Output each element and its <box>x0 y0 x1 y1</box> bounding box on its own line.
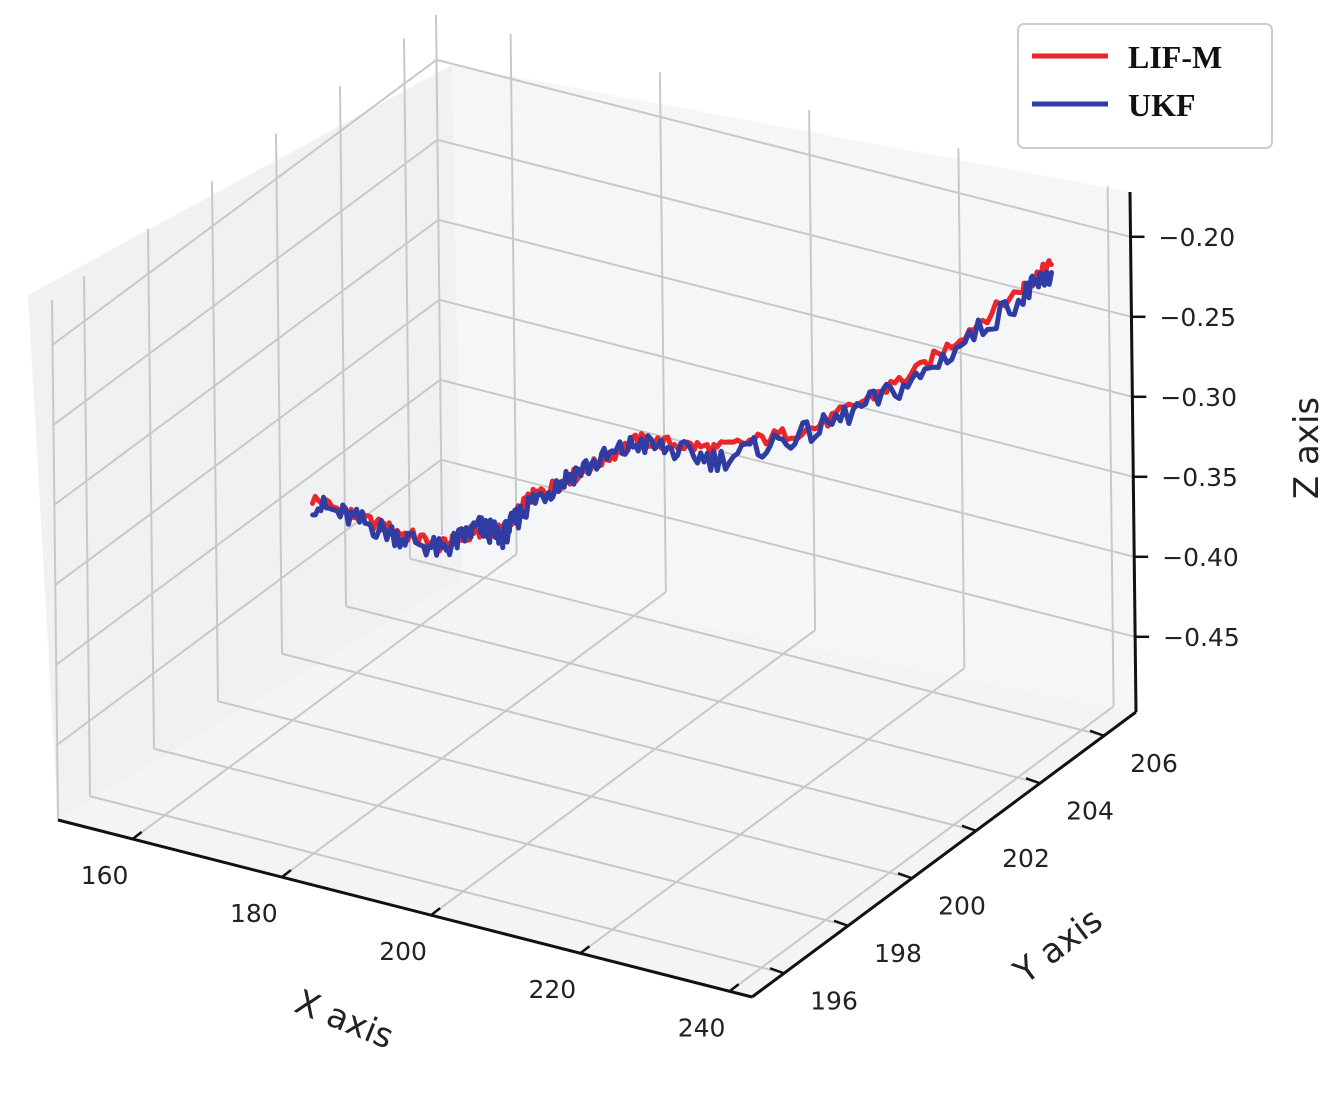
axes: 160 180 200 220 240 196 198 200 202 204 206 −0.20 −0… <box>57 191 1240 1042</box>
legend-label-lif-m: LIF-M <box>1128 39 1222 75</box>
x-tick-label: 220 <box>529 975 577 1004</box>
y-tick-label: 204 <box>1066 796 1114 825</box>
z-grid-left <box>54 298 440 586</box>
x-grid-back <box>658 72 667 593</box>
z-grid-left <box>52 138 439 426</box>
z-tick-label: −0.35 <box>1161 463 1238 492</box>
x-grid-back <box>808 110 817 631</box>
back-pane <box>452 65 1136 712</box>
y-grid-floor <box>281 652 977 832</box>
z-axis-title: Z axis <box>1287 397 1327 499</box>
z-grid-back <box>438 218 1133 398</box>
z-grid-back <box>439 378 1135 558</box>
z-grid-left <box>53 218 439 506</box>
y-tick <box>833 919 849 927</box>
series-line-ukf <box>310 269 1054 558</box>
y-grid-floor <box>89 795 785 975</box>
z-tick-label: −0.25 <box>1159 303 1236 332</box>
x-grid-floor <box>729 705 1115 993</box>
x-tick-label: 160 <box>81 861 129 890</box>
x-tick <box>281 869 292 879</box>
x-tick <box>728 983 740 993</box>
z-grid-back <box>437 138 1132 318</box>
y-grid-floor <box>409 557 1105 737</box>
x-grid-back <box>1106 186 1115 707</box>
x-tick <box>579 945 591 955</box>
y-tick-label: 206 <box>1130 749 1178 778</box>
y-grid-floor <box>153 747 849 927</box>
x-axis-title: X axis <box>289 982 399 1057</box>
legend-label-ukf: UKF <box>1128 87 1196 123</box>
series-lines <box>310 258 1054 558</box>
y-axis-line <box>751 710 1137 999</box>
y-grid-floor <box>217 700 913 880</box>
y-tick <box>769 967 785 975</box>
y-grid-left <box>147 228 155 749</box>
y-tick-label: 198 <box>874 939 922 968</box>
y-grid-left <box>339 86 347 607</box>
x-grid-floor <box>579 667 965 955</box>
y-grid-left <box>83 276 91 797</box>
z-grid-left <box>55 378 441 666</box>
z-tick-label: −0.30 <box>1160 383 1237 412</box>
x-grid-back <box>957 148 966 669</box>
y-grid-floor <box>345 605 1041 785</box>
y-tick-label: 196 <box>810 986 858 1015</box>
legend: LIF-M UKF <box>1017 23 1273 149</box>
z-axis-line <box>1128 191 1138 713</box>
x-grid-floor <box>430 629 816 916</box>
z-tick-label: −0.40 <box>1162 543 1239 572</box>
pane-edge <box>51 299 59 821</box>
x-tick <box>430 907 441 917</box>
x-grid-back <box>509 34 518 555</box>
y-axis-title: Y axis <box>1006 900 1110 993</box>
y-grid-left <box>403 38 411 559</box>
y-tick <box>1025 777 1041 785</box>
x-axis-line <box>57 818 753 999</box>
z-grid-left <box>51 58 438 346</box>
floor-pane <box>58 578 1136 997</box>
y-tick-label: 200 <box>938 891 986 920</box>
y-tick <box>897 872 913 880</box>
x-tick-label: 240 <box>678 1013 726 1042</box>
z-tick-label: −0.20 <box>1159 223 1236 252</box>
x-tick <box>131 831 143 841</box>
x-grid-floor <box>281 591 667 878</box>
z-grid-back <box>439 298 1134 478</box>
y-tick-label: 202 <box>1002 844 1050 873</box>
y-tick <box>1089 729 1105 737</box>
y-tick <box>961 824 977 832</box>
pane-edge <box>435 14 443 536</box>
z-grid-back <box>436 58 1131 238</box>
y-grid-left <box>211 181 219 702</box>
z-grid-left <box>56 458 442 746</box>
y-grid-left <box>275 133 283 654</box>
x-tick-label: 180 <box>230 899 278 928</box>
left-pane <box>28 65 462 820</box>
x-grid-floor <box>132 553 518 840</box>
x-tick-label: 200 <box>379 937 427 966</box>
z-tick-label: −0.45 <box>1163 623 1240 652</box>
